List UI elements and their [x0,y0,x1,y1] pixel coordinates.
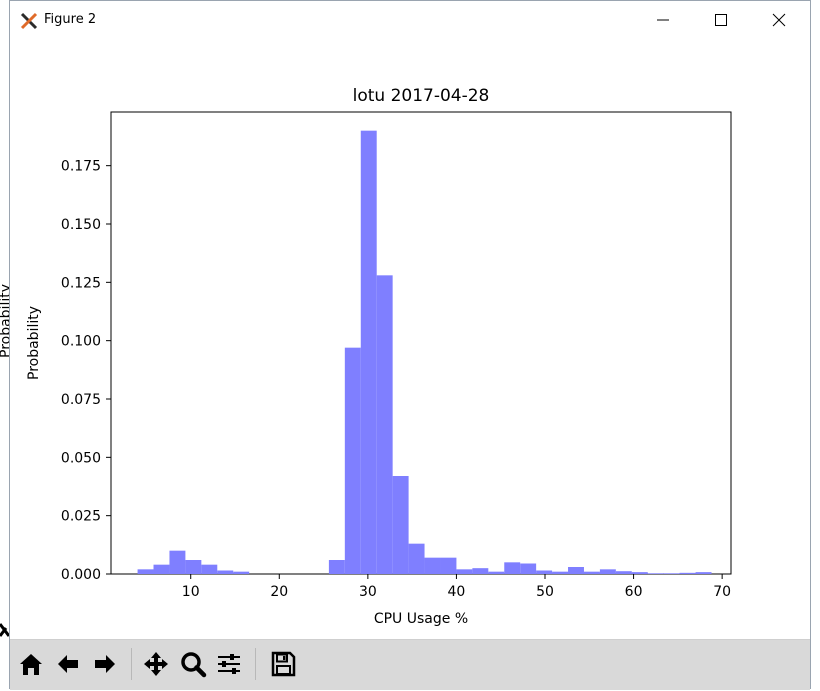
y-tick-label: 0.175 [61,159,101,175]
histogram-bar [583,571,600,574]
histogram-bar [488,571,505,574]
histogram-bar [520,563,537,574]
histogram-bar [376,275,393,574]
arrow-right-icon [95,655,115,673]
x-tick-label: 20 [270,584,288,600]
histogram-bar [137,569,154,574]
histogram-bar [328,560,345,574]
forward-button[interactable] [89,648,121,680]
histogram-chart: 10 20 30 40 50 60 70 0.000 0.025 0.050 0.075 0.100… [26,86,732,627]
histogram-bar [456,569,473,574]
histogram-bar [568,567,584,574]
x-axis-label: CPU Usage % [374,611,468,627]
histogram-bar [392,476,409,574]
maximize-button[interactable] [692,1,750,39]
navigation-toolbar [10,639,810,690]
histogram-bar [360,130,377,575]
save-button[interactable] [267,648,299,680]
toolbar-separator [255,648,256,680]
histogram-bar [615,571,632,574]
x-tick-label: 40 [448,584,466,600]
y-tick-label: 0.075 [61,392,101,408]
y-tick-label: 0.050 [61,450,101,466]
histogram-bar [233,571,250,574]
floppy-disk-icon [271,651,296,677]
matplotlib-x-icon [20,12,38,30]
zoom-button[interactable] [177,648,209,680]
move-icon [144,652,168,676]
y-tick-label: 0.150 [61,217,101,233]
home-icon [20,654,42,675]
histogram-bar [424,557,441,574]
window-title: Figure 2 [44,12,97,27]
histogram-bar [440,557,457,574]
back-button[interactable] [52,648,84,680]
home-button[interactable] [15,648,47,680]
arrow-left-icon [58,655,78,673]
histogram-bars [137,130,712,575]
y-tick-label: 0.100 [61,334,101,350]
maximize-icon [715,14,727,26]
histogram-bar [599,569,616,574]
x-axis: 10 20 30 40 50 60 70 [182,574,731,600]
minimize-button[interactable] [634,1,692,39]
histogram-bar [679,572,696,574]
histogram-bar [344,347,361,574]
histogram-bar [153,564,170,574]
histogram-bar [472,568,489,574]
figure-canvas[interactable]: 10 20 30 40 50 60 70 0.000 0.025 0.050 0.075 0.100… [10,39,810,638]
histogram-bar [504,562,521,574]
close-button[interactable] [750,1,808,39]
x-tick-label: 60 [625,584,643,600]
histogram-bar [631,572,648,574]
title-bar[interactable]: Figure 2 [10,1,810,39]
histogram-bar [552,571,569,574]
histogram-bar [201,564,218,574]
stray-close-icon-fragment [0,623,9,637]
magnifier-icon [181,652,207,678]
toolbar-separator [131,648,132,680]
histogram-bar [217,570,234,574]
histogram-bar [647,573,664,574]
histogram-bar [185,560,202,574]
y-axis-label: Probability [26,306,42,380]
histogram-bar [408,543,425,574]
x-tick-label: 70 [713,584,731,600]
y-tick-label: 0.125 [61,275,101,291]
sliders-icon [218,654,240,674]
pan-button[interactable] [140,648,172,680]
x-tick-label: 30 [359,584,377,600]
x-tick-label: 50 [536,584,554,600]
minimize-icon [657,19,669,21]
histogram-bar [169,550,186,574]
plot-area [110,111,732,575]
y-tick-label: 0.025 [61,509,101,525]
histogram-bar [536,570,553,574]
histogram-bar [663,573,680,574]
chart-title: lotu 2017-04-28 [353,86,490,106]
figure-window: Figure 2 10 20 30 40 50 60 70 0.000 0.025 0.050 0… [9,0,811,690]
y-tick-label: 0.000 [61,567,101,583]
histogram-bar [695,572,712,574]
y-axis: 0.000 0.025 0.050 0.075 0.100 0.125 0.150 0.175 [61,159,111,583]
configure-subplots-button[interactable] [213,648,245,680]
x-tick-label: 10 [182,584,200,600]
close-icon [772,13,786,27]
